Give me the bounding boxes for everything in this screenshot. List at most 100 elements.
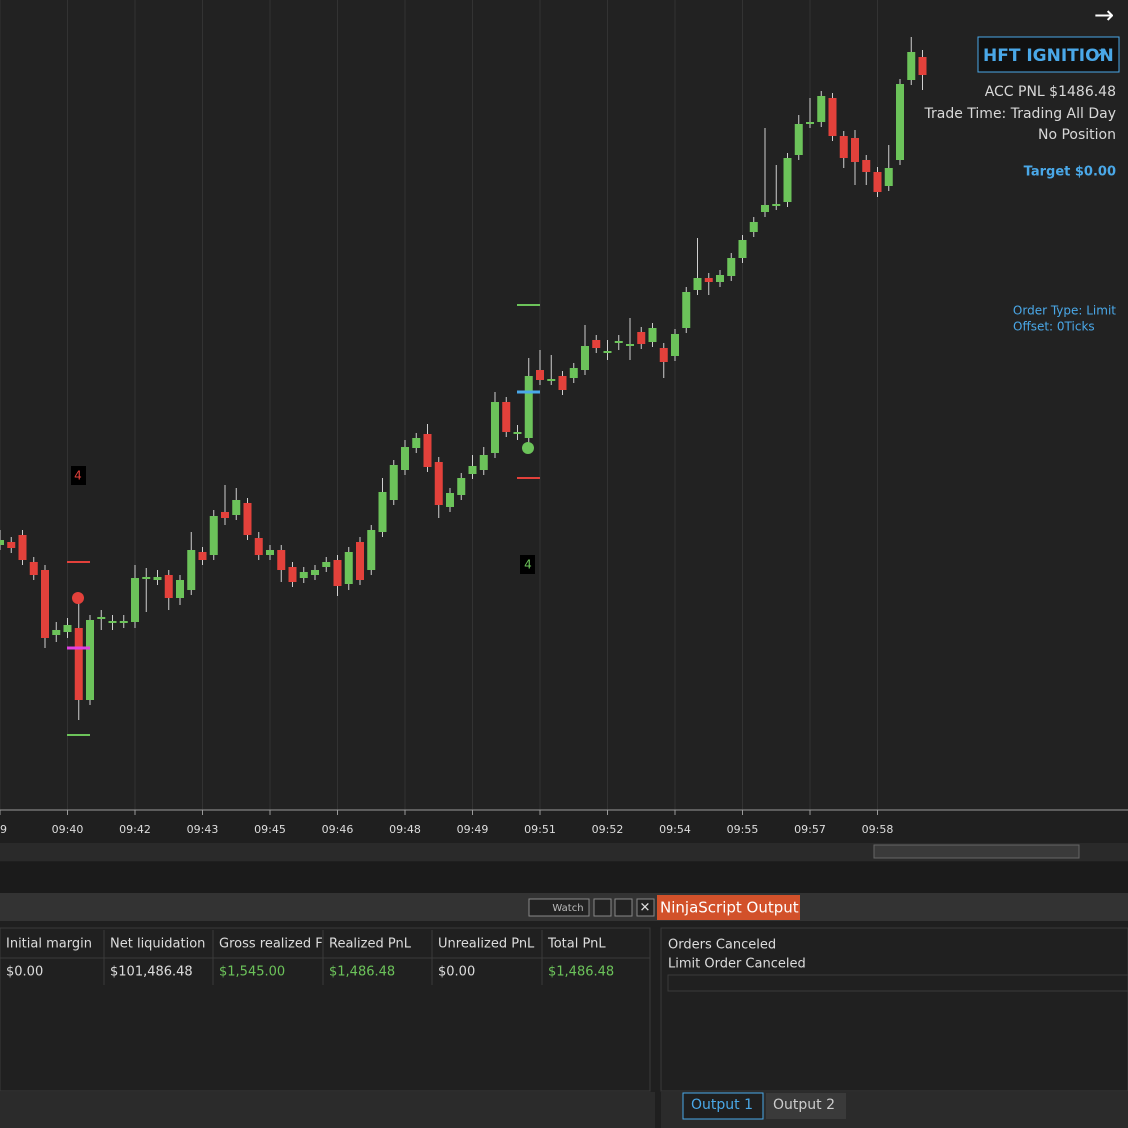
candle-body xyxy=(659,348,668,362)
table-header: Unrealized PnL xyxy=(438,937,535,952)
x-tick-label: 09:54 xyxy=(659,823,691,836)
output-input[interactable] xyxy=(667,974,1128,992)
candle-body xyxy=(0,540,4,545)
candle-body xyxy=(896,84,904,160)
table-cell: $1,486.48 xyxy=(548,965,614,980)
candle-body xyxy=(817,96,826,122)
candle-body xyxy=(513,432,522,434)
candle-body xyxy=(266,550,274,555)
candle-body xyxy=(783,158,792,202)
candle-body xyxy=(153,577,162,580)
candle-body xyxy=(637,332,646,344)
candle-body xyxy=(704,278,713,282)
marker-box xyxy=(520,555,535,574)
candle-body xyxy=(412,438,421,448)
candle-body xyxy=(97,617,106,619)
candle-body xyxy=(794,124,803,155)
candle-body xyxy=(63,625,72,632)
output-title: NinjaScript Output xyxy=(660,899,799,917)
candle-body xyxy=(322,562,331,567)
x-tick-label: 09:58 xyxy=(862,823,894,836)
candle-body xyxy=(873,172,882,192)
tab[interactable] xyxy=(766,1093,846,1119)
candle-body xyxy=(772,204,781,206)
table-cell: $0.00 xyxy=(438,965,475,980)
entry-dot xyxy=(522,442,534,454)
arrow-icon[interactable]: → xyxy=(1094,1,1114,29)
table-cell: $1,545.00 xyxy=(219,965,285,980)
candle-body xyxy=(693,278,702,290)
candle-body xyxy=(592,340,601,348)
output-title-bg xyxy=(657,895,800,920)
candle-body xyxy=(727,258,736,276)
candle-body xyxy=(682,292,691,328)
candle-body xyxy=(862,160,871,172)
candle-body xyxy=(569,368,578,378)
table-header: Total PnL xyxy=(547,937,606,952)
output-line: Orders Canceled xyxy=(668,938,776,953)
candle-body xyxy=(378,492,387,532)
candle-body xyxy=(614,341,623,343)
close-icon: ✕ xyxy=(640,901,651,916)
candle-body xyxy=(333,560,342,586)
plot-bg xyxy=(0,0,1128,810)
marker-label: 4 xyxy=(524,558,532,572)
candle-body xyxy=(806,122,814,124)
x-tick-label: 09:48 xyxy=(389,823,421,836)
candle-body xyxy=(187,550,196,590)
candle-body xyxy=(401,447,409,470)
candle-body xyxy=(648,328,657,342)
scrollbar[interactable] xyxy=(873,844,1080,859)
watch-label: Watch xyxy=(552,903,583,914)
position: No Position xyxy=(1038,127,1116,143)
candle-body xyxy=(524,376,533,438)
candle-body xyxy=(29,562,38,575)
candle-body xyxy=(108,621,117,623)
candle-body xyxy=(7,542,16,548)
candle-body xyxy=(254,538,263,555)
watch-button[interactable] xyxy=(528,898,590,917)
candle-body xyxy=(221,512,229,518)
candle-body xyxy=(907,52,916,80)
candle-body xyxy=(232,500,241,515)
spacer xyxy=(0,862,1128,893)
trade-time: Trade Time: Trading All Day xyxy=(924,106,1116,122)
acc-pnl: ACC PNL $1486.48 xyxy=(985,84,1116,100)
x-tick-label: 09:40 xyxy=(52,823,84,836)
entry-dot xyxy=(72,592,84,604)
candle-body xyxy=(119,621,128,623)
table-cell: $101,486.48 xyxy=(110,965,193,980)
plot xyxy=(0,0,927,810)
candle-body xyxy=(536,370,544,380)
offset: Offset: 0Ticks xyxy=(1013,320,1095,334)
candle-body xyxy=(839,136,848,158)
minimize-button[interactable] xyxy=(593,898,612,917)
table-header: Gross realized F xyxy=(219,937,323,952)
x-tick-label: 09:45 xyxy=(254,823,286,836)
candle-body xyxy=(502,402,511,432)
tab-active[interactable] xyxy=(682,1092,764,1120)
candle-body xyxy=(749,222,758,232)
account-footer xyxy=(0,1092,655,1128)
account-panel xyxy=(0,927,651,1092)
candle-body xyxy=(603,351,612,353)
candle-body xyxy=(491,402,499,453)
candle-body xyxy=(581,346,589,370)
candle-body xyxy=(851,138,859,162)
x-tick-label: 09:46 xyxy=(322,823,354,836)
marker-label: 4 xyxy=(74,469,82,483)
candle-body xyxy=(18,535,27,560)
tab-label: Output 2 xyxy=(773,1097,835,1113)
table-header: Realized PnL xyxy=(329,937,412,952)
x-tick-label: 09:57 xyxy=(794,823,826,836)
x-tick-label: 09:51 xyxy=(524,823,556,836)
maximize-button[interactable] xyxy=(614,898,633,917)
candle-body xyxy=(86,620,94,700)
x-tick-label: 09:42 xyxy=(119,823,151,836)
candle-body xyxy=(311,570,319,575)
close-button[interactable] xyxy=(636,898,655,917)
candle-body xyxy=(243,503,252,535)
candle-body xyxy=(423,434,432,467)
